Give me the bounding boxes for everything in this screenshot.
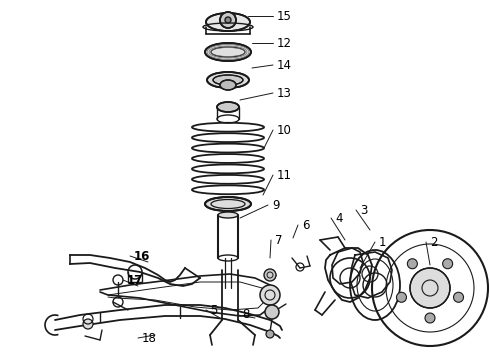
Text: 17: 17 [127, 274, 143, 287]
Circle shape [266, 330, 274, 338]
Text: 15: 15 [277, 9, 292, 23]
Text: 16: 16 [134, 249, 150, 262]
Ellipse shape [207, 72, 249, 88]
Circle shape [396, 292, 407, 302]
Circle shape [220, 12, 236, 28]
Circle shape [260, 285, 280, 305]
Circle shape [454, 292, 464, 302]
Text: 12: 12 [277, 36, 292, 50]
Circle shape [442, 259, 453, 269]
Text: 10: 10 [277, 123, 292, 136]
Circle shape [425, 313, 435, 323]
Ellipse shape [205, 43, 251, 61]
Text: 14: 14 [277, 59, 292, 72]
Text: 7: 7 [275, 234, 283, 247]
Text: 3: 3 [360, 203, 368, 216]
Ellipse shape [218, 212, 238, 218]
Text: 2: 2 [430, 235, 438, 248]
Ellipse shape [220, 80, 236, 90]
Ellipse shape [217, 102, 239, 112]
Text: 9: 9 [272, 198, 279, 212]
Ellipse shape [213, 75, 243, 85]
Circle shape [225, 17, 231, 23]
Text: 13: 13 [277, 86, 292, 99]
Circle shape [265, 305, 279, 319]
Text: 6: 6 [302, 219, 310, 231]
Circle shape [410, 268, 450, 308]
Text: 5: 5 [210, 303, 218, 316]
Text: 4: 4 [335, 212, 343, 225]
Circle shape [83, 319, 93, 329]
Text: 18: 18 [142, 332, 157, 345]
Ellipse shape [205, 197, 251, 211]
Text: 8: 8 [242, 309, 249, 321]
Circle shape [407, 259, 417, 269]
Text: 1: 1 [379, 235, 387, 248]
Text: 11: 11 [277, 168, 292, 181]
Circle shape [264, 269, 276, 281]
Ellipse shape [206, 13, 250, 31]
